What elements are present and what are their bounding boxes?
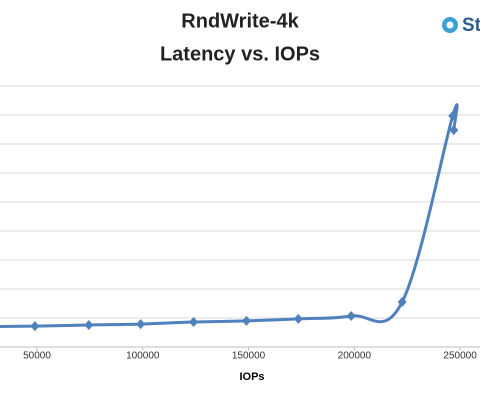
chart-subtitle: Latency vs. IOPs (160, 43, 320, 65)
data-point (448, 110, 458, 121)
data-point (346, 310, 356, 321)
logo-text: St (462, 15, 480, 36)
data-point (397, 297, 407, 308)
data-point (293, 313, 303, 324)
data-point (136, 319, 146, 330)
x-tick-label: 150000 (232, 351, 266, 362)
x-tick-label: 50000 (23, 351, 51, 362)
data-point (189, 317, 199, 328)
data-point (449, 125, 459, 136)
data-point (30, 321, 40, 332)
x-axis-title: IOPs (239, 371, 264, 383)
x-tick-label: 200000 (338, 351, 372, 362)
x-tick-label: 250000 (443, 351, 477, 362)
x-tick-label: 100000 (126, 351, 160, 362)
chart-title: RndWrite-4k (181, 10, 299, 32)
series-line (0, 103, 459, 329)
data-point (84, 319, 94, 330)
data-point (241, 315, 251, 326)
logo-icon-center (446, 21, 454, 29)
